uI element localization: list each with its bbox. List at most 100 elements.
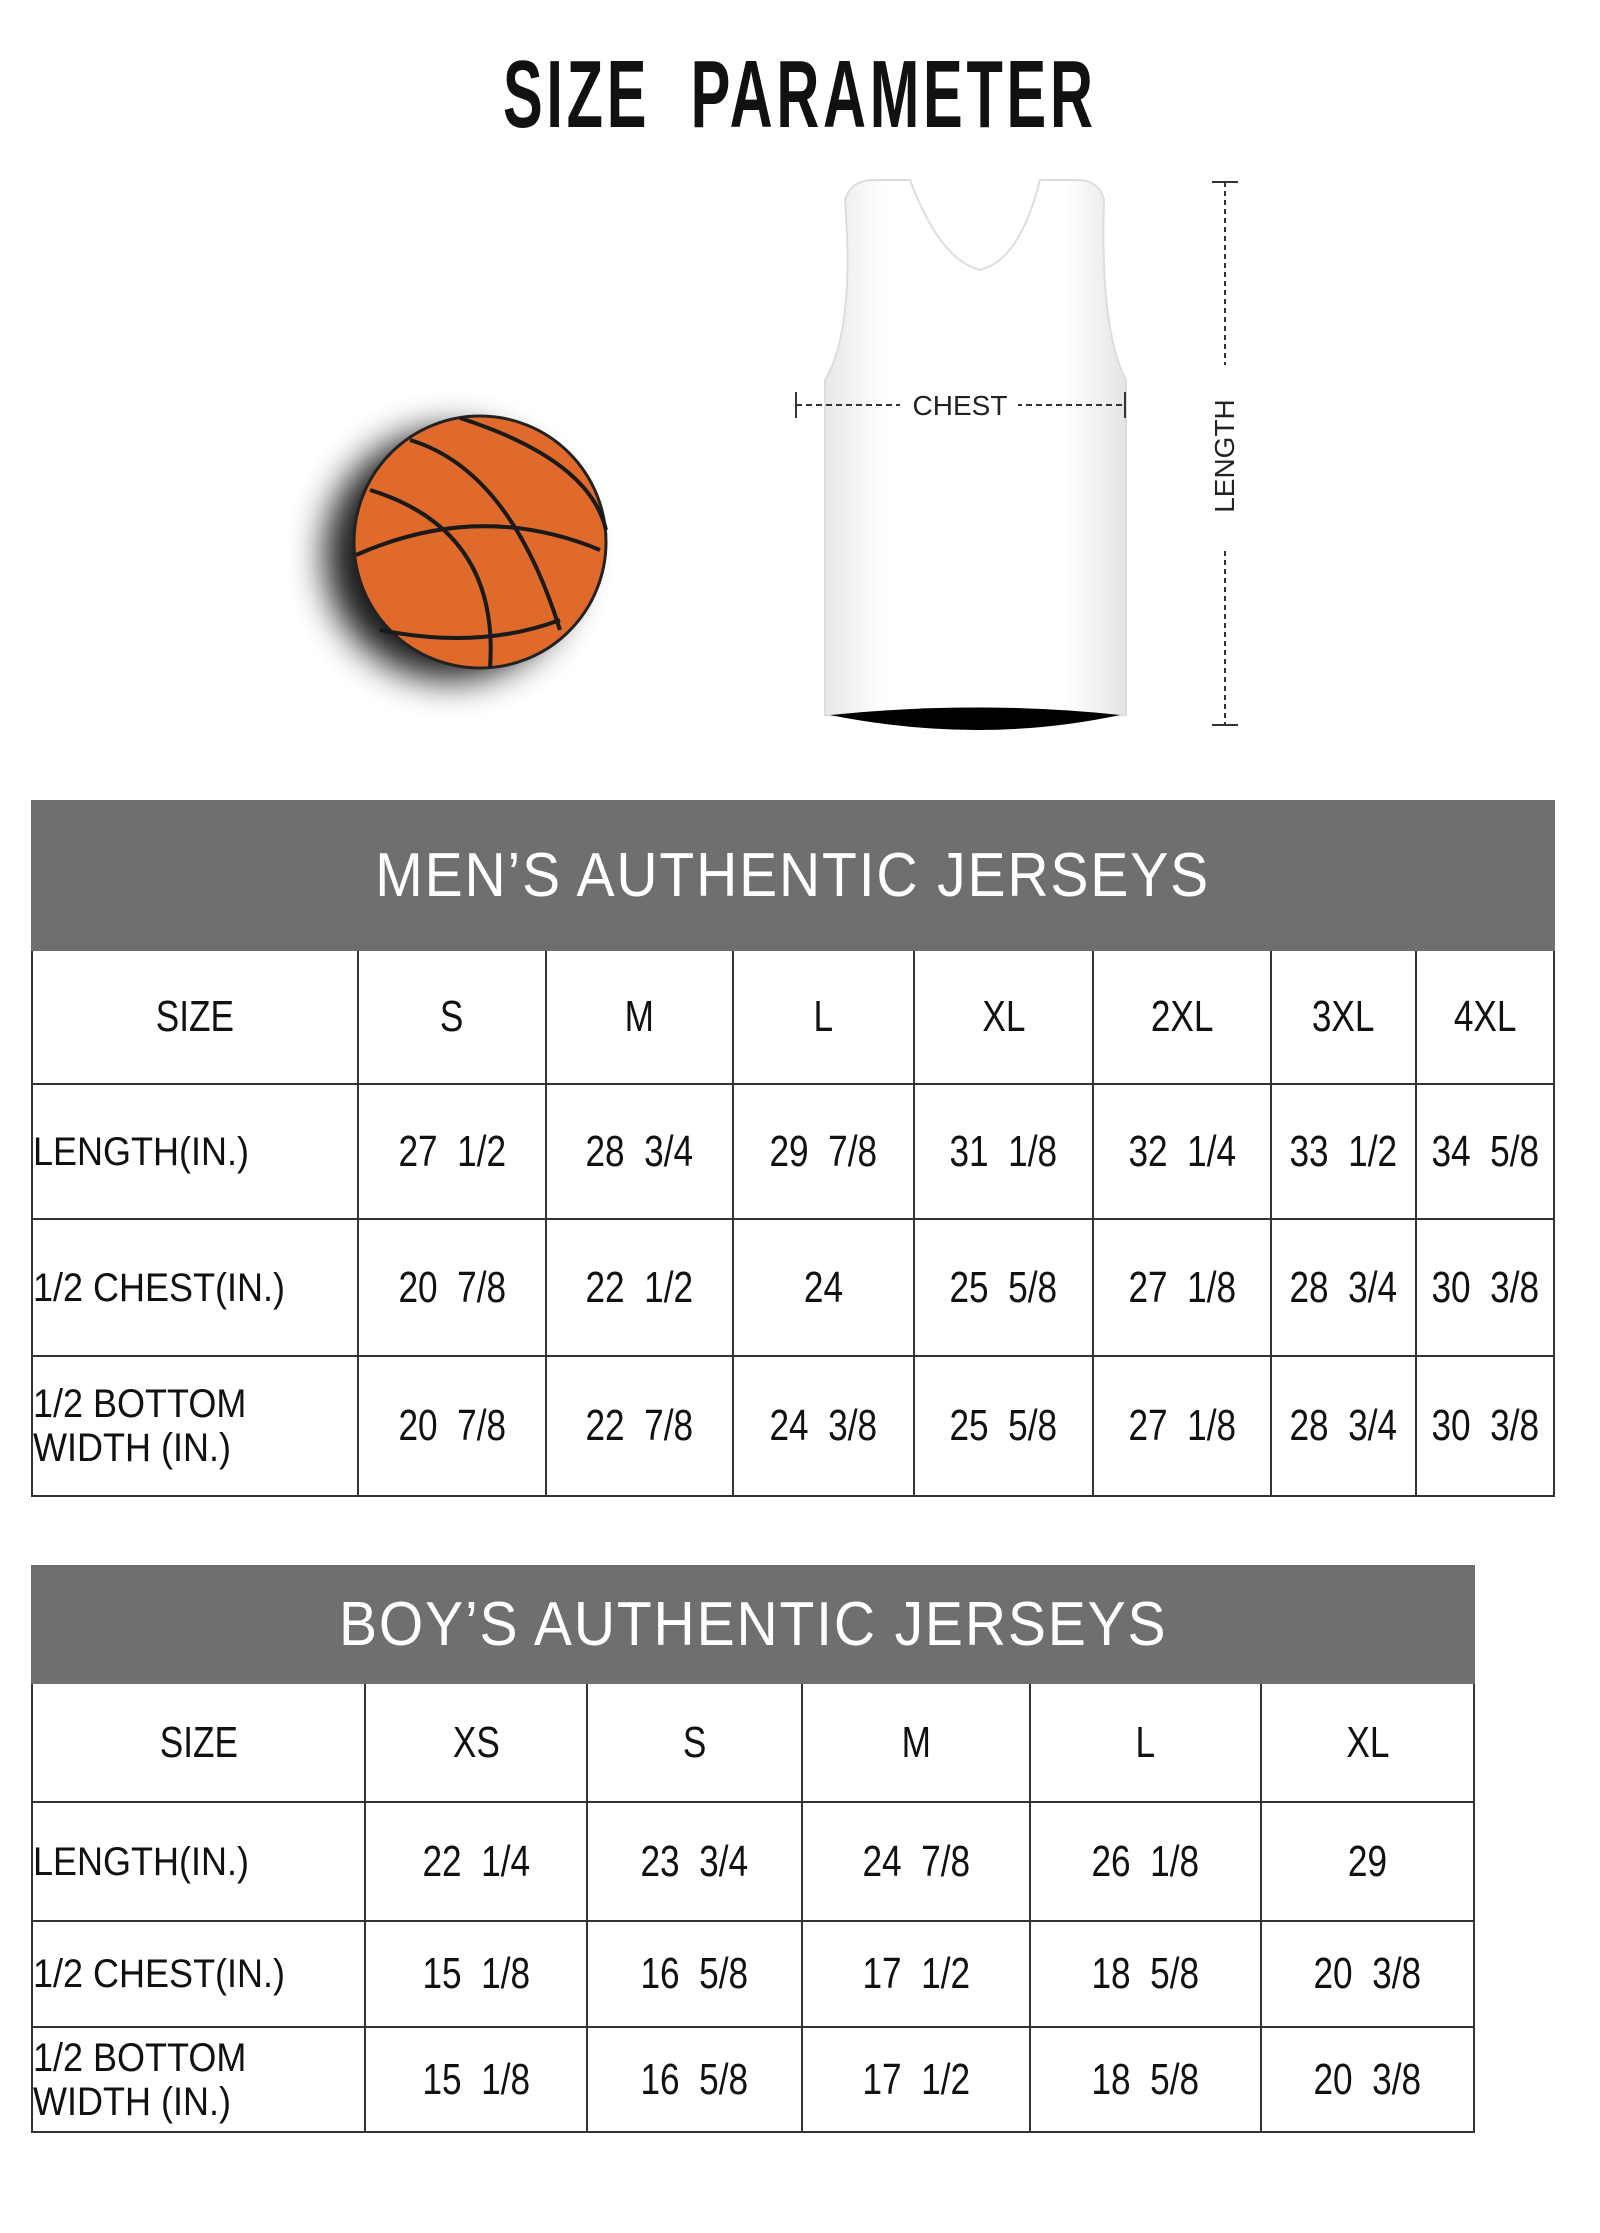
length-label: LENGTH bbox=[1209, 399, 1240, 513]
row-label-cell: 1/2 CHEST(IN.) bbox=[31, 1920, 366, 2028]
value-cell: 17 1/2 bbox=[801, 2026, 1031, 2133]
jersey-icon bbox=[824, 179, 1127, 721]
value-cell-text: 20 7/8 bbox=[398, 1401, 506, 1450]
value-cell: 17 1/2 bbox=[801, 1920, 1031, 2028]
value-cell: 16 5/8 bbox=[586, 1920, 803, 2028]
size-header-cell-text: 2XL bbox=[1150, 992, 1214, 1041]
value-cell: 28 3/4 bbox=[1270, 1218, 1417, 1357]
value-cell-text: 22 7/8 bbox=[585, 1401, 694, 1450]
boys-size-table: BOY’S AUTHENTIC JERSEYS SIZE XS S M L XL LENGT… bbox=[30, 1565, 1476, 2133]
size-header-cell: L bbox=[732, 949, 915, 1085]
value-cell-text: 18 5/8 bbox=[1091, 2054, 1200, 2104]
size-header-cell-text: M bbox=[624, 992, 655, 1041]
size-header-cell-text: L bbox=[1135, 1717, 1156, 1767]
value-cell: 33 1/2 bbox=[1270, 1083, 1417, 1220]
value-cell: 32 1/4 bbox=[1092, 1083, 1272, 1220]
size-header-row: SIZE S M L XL 2XL 3XL 4XL bbox=[31, 949, 1555, 1085]
value-cell-text: 32 1/4 bbox=[1128, 1126, 1236, 1176]
row-label-cell-text: 1/2 CHEST(IN.) bbox=[33, 1952, 286, 1996]
value-cell-text: 24 bbox=[803, 1262, 844, 1312]
value-cell: 30 3/8 bbox=[1415, 1355, 1555, 1497]
size-header-cell: XL bbox=[1259, 1682, 1476, 1803]
size-header-cell-text: XL bbox=[1346, 1717, 1390, 1767]
size-header-cell: 3XL bbox=[1270, 949, 1417, 1085]
size-header-cell: S bbox=[586, 1682, 803, 1803]
value-cell-text: 20 3/8 bbox=[1313, 2054, 1422, 2104]
size-label-cell: SIZE bbox=[31, 949, 359, 1085]
value-cell-text: 23 3/4 bbox=[640, 1836, 749, 1886]
value-cell-text: 27 1/2 bbox=[398, 1126, 506, 1176]
value-cell-text: 18 5/8 bbox=[1091, 1949, 1200, 1998]
table-row: LENGTH(IN.) 22 1/4 23 3/4 24 7/8 26 1/8 29 bbox=[31, 1801, 1476, 1922]
value-cell: 24 3/8 bbox=[732, 1355, 915, 1497]
table-row: 1/2 CHEST(IN.) 20 7/8 22 1/2 24 25 5/8 27 1/8… bbox=[31, 1218, 1555, 1357]
size-header-cell-text: 4XL bbox=[1453, 992, 1517, 1041]
size-label-cell: SIZE bbox=[31, 1682, 366, 1803]
value-cell-text: 22 1/2 bbox=[585, 1262, 694, 1312]
size-header-cell: XS bbox=[364, 1682, 588, 1803]
value-cell-text: 25 5/8 bbox=[949, 1401, 1058, 1450]
size-header-cell: 4XL bbox=[1415, 949, 1555, 1085]
value-cell-text: 20 3/8 bbox=[1313, 1949, 1422, 1998]
boys-title-text: BOY’S AUTHENTIC JERSEYS bbox=[338, 1590, 1168, 1659]
value-cell-text: 28 3/4 bbox=[1289, 1401, 1398, 1450]
table-row: 1/2 CHEST(IN.) 15 1/8 16 5/8 17 1/2 18 5/8 20… bbox=[31, 1920, 1476, 2028]
size-header-cell-text: S bbox=[682, 1717, 707, 1767]
value-cell-text: 17 1/2 bbox=[862, 2054, 970, 2104]
table-row: 1/2 BOTTOM WIDTH (IN.) 15 1/8 16 5/8 17 1/2… bbox=[31, 2026, 1476, 2133]
value-cell-text: 29 bbox=[1347, 1836, 1388, 1886]
value-cell: 27 1/8 bbox=[1092, 1355, 1272, 1497]
size-header-cell: XL bbox=[913, 949, 1094, 1085]
mens-table-title: MEN’S AUTHENTIC JERSEYS bbox=[31, 800, 1555, 951]
value-cell-text: 28 3/4 bbox=[1289, 1262, 1398, 1312]
value-cell: 28 3/4 bbox=[545, 1083, 734, 1220]
size-header-cell-text: S bbox=[440, 992, 464, 1041]
value-cell: 29 7/8 bbox=[732, 1083, 915, 1220]
size-header-cell: M bbox=[545, 949, 734, 1085]
row-label-cell: LENGTH(IN.) bbox=[31, 1083, 359, 1220]
row-label-cell-text: LENGTH(IN.) bbox=[33, 1839, 249, 1884]
row-label-cell: 1/2 CHEST(IN.) bbox=[31, 1218, 359, 1357]
value-cell: 22 1/2 bbox=[545, 1218, 734, 1357]
value-cell-text: 29 7/8 bbox=[769, 1126, 878, 1176]
table-row: 1/2 BOTTOM WIDTH (IN.) 20 7/8 22 7/8 24 3/8… bbox=[31, 1355, 1555, 1497]
chest-label: CHEST bbox=[912, 390, 1008, 421]
value-cell: 28 3/4 bbox=[1270, 1355, 1417, 1497]
size-label-cell-text: SIZE bbox=[155, 992, 235, 1041]
value-cell-text: 27 1/8 bbox=[1128, 1262, 1236, 1312]
value-cell: 30 3/8 bbox=[1415, 1218, 1555, 1357]
row-label-cell-text: 1/2 CHEST(IN.) bbox=[33, 1265, 286, 1310]
value-cell: 18 5/8 bbox=[1029, 1920, 1262, 2028]
size-header-cell-text: XS bbox=[452, 1717, 500, 1767]
row-label-cell: LENGTH(IN.) bbox=[31, 1801, 366, 1922]
value-cell: 15 1/8 bbox=[364, 1920, 588, 2028]
jersey-diagram bbox=[795, 179, 1240, 730]
value-cell-text: 33 1/2 bbox=[1289, 1126, 1398, 1176]
value-cell: 22 1/4 bbox=[364, 1801, 588, 1922]
page-title-text: SIZE PARAMETER bbox=[503, 41, 1097, 148]
size-header-cell-text: M bbox=[901, 1717, 931, 1767]
row-label-cell: 1/2 BOTTOM WIDTH (IN.) bbox=[31, 2026, 366, 2133]
value-cell: 25 5/8 bbox=[913, 1218, 1094, 1357]
value-cell: 20 7/8 bbox=[357, 1218, 547, 1357]
value-cell: 15 1/8 bbox=[364, 2026, 588, 2133]
row-label-cell: 1/2 BOTTOM WIDTH (IN.) bbox=[31, 1355, 359, 1497]
value-cell-text: 27 1/8 bbox=[1128, 1401, 1236, 1450]
value-cell: 18 5/8 bbox=[1029, 2026, 1262, 2133]
size-header-cell-text: 3XL bbox=[1312, 992, 1375, 1041]
mens-size-table: MEN’S AUTHENTIC JERSEYS SIZE S M L XL 2XL 3XL 4… bbox=[31, 800, 1555, 1497]
value-cell-text: 15 1/8 bbox=[422, 2054, 530, 2104]
value-cell: 34 5/8 bbox=[1415, 1083, 1555, 1220]
size-header-cell: S bbox=[357, 949, 547, 1085]
value-cell: 20 7/8 bbox=[357, 1355, 547, 1497]
size-label-cell-text: SIZE bbox=[159, 1717, 238, 1767]
value-cell: 22 7/8 bbox=[545, 1355, 734, 1497]
size-header-row: SIZE XS S M L XL bbox=[31, 1682, 1476, 1803]
size-header-cell: 2XL bbox=[1092, 949, 1272, 1085]
size-header-cell-text: XL bbox=[981, 992, 1026, 1041]
value-cell: 27 1/2 bbox=[357, 1083, 547, 1220]
value-cell: 16 5/8 bbox=[586, 2026, 803, 2133]
value-cell-text: 16 5/8 bbox=[640, 1949, 749, 1998]
value-cell-text: 20 7/8 bbox=[398, 1262, 506, 1312]
value-cell: 20 3/8 bbox=[1259, 2026, 1476, 2133]
